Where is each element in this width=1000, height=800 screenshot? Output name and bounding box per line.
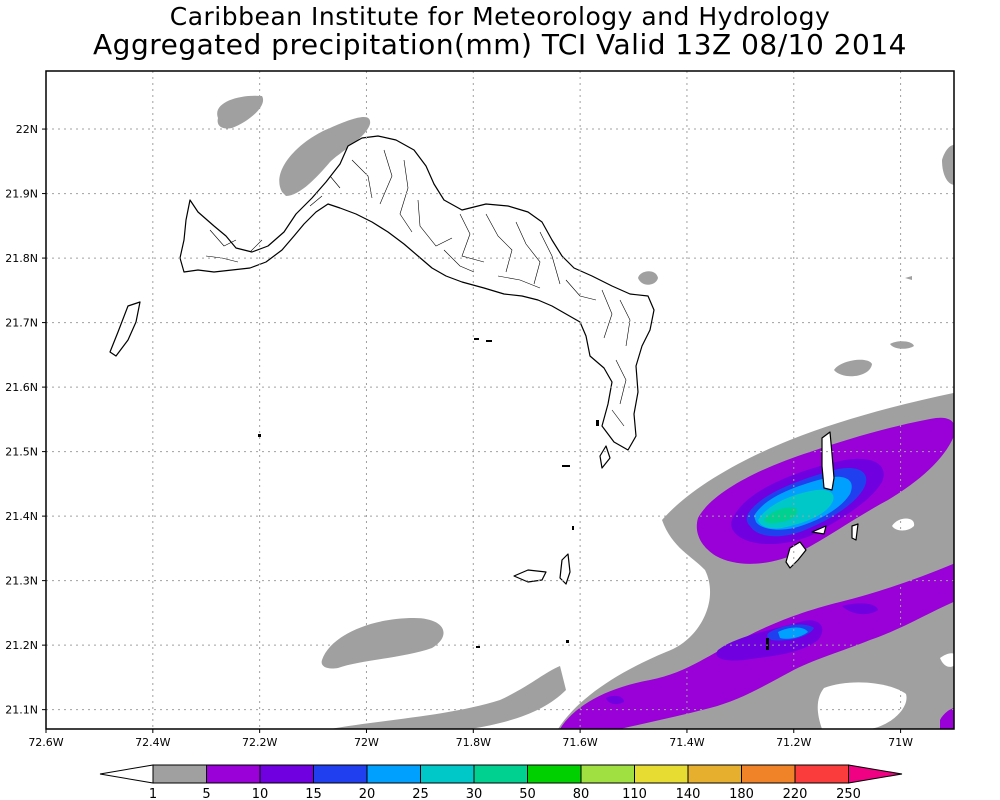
lon-tick-label: 71.8W [456, 736, 491, 749]
colorbar-level-label: 140 [676, 787, 701, 800]
island-caicos-chain [179, 135, 655, 451]
lon-axis: 72.6W 72.4W 72.2W 72W 71.8W 71.6W 71.4W 71.2W 71… [28, 729, 913, 749]
colorbar-swatch [206, 764, 261, 784]
colorbar-swatch [366, 764, 421, 784]
colorbar-swatch [420, 764, 475, 784]
colorbar-level-label: 25 [412, 787, 429, 800]
lon-tick-label: 72.4W [135, 736, 170, 749]
lon-tick-label: 71W [888, 736, 913, 749]
colorbar-level-label: 250 [836, 787, 861, 800]
title-line-2: Aggregated precipitation(mm) TCI Valid 1… [93, 28, 907, 61]
lat-tick-label: 21.7N [5, 317, 38, 330]
map-grid [46, 71, 954, 729]
lat-tick-label: 21.8N [5, 252, 38, 265]
colorbar-under-arrow [99, 764, 154, 784]
colorbar-level-label: 50 [519, 787, 536, 800]
colorbar-swatch [741, 764, 796, 784]
lon-tick-label: 71.2W [776, 736, 811, 749]
lon-tick-label: 71.4W [669, 736, 704, 749]
colorbar-level-label: 15 [305, 787, 322, 800]
island-cay-east [811, 525, 827, 535]
colorbar-level-label: 220 [783, 787, 808, 800]
lat-tick-label: 21.5N [5, 446, 38, 459]
precipitation-shading [217, 95, 954, 729]
district-lines [205, 149, 631, 427]
land-outlines [109, 135, 859, 585]
small-cays [258, 338, 769, 650]
lon-tick-label: 71.6W [562, 736, 597, 749]
colorbar-swatch [313, 764, 368, 784]
island-cay-south-1 [513, 569, 547, 583]
colorbar-level-label: 5 [202, 787, 210, 800]
colorbar-over-arrow [848, 764, 903, 784]
lat-tick-label: 22N [16, 123, 38, 136]
lat-tick-label: 21.1N [5, 704, 38, 717]
title-line-1: Caribbean Institute for Meteorology and … [169, 2, 831, 31]
island-cay-east-2 [851, 523, 859, 541]
lon-tick-label: 72.6W [28, 736, 63, 749]
precip-30-50mm [764, 507, 798, 524]
colorbar-swatch [580, 764, 635, 784]
colorbar-level-label: 180 [729, 787, 754, 800]
lat-tick-label: 21.6N [5, 381, 38, 394]
lat-tick-label: 21.9N [5, 188, 38, 201]
island-salt-cay [785, 541, 807, 569]
island-grand-turk [821, 431, 835, 491]
lon-tick-label: 72.2W [242, 736, 277, 749]
colorbar-level-label: 110 [622, 787, 647, 800]
lat-tick-label: 21.4N [5, 510, 38, 523]
colorbar-swatch [527, 764, 582, 784]
colorbar-swatch [794, 764, 849, 784]
island-cay-mid [599, 445, 611, 469]
precip-below-1mm [817, 518, 954, 729]
colorbar-swatch [473, 764, 528, 784]
island-west-caicos [109, 301, 141, 357]
colorbar: 1 5 10 15 20 25 30 50 80 110 140 180 220 250 [99, 764, 903, 800]
colorbar-swatch [634, 764, 689, 784]
colorbar-swatch [259, 764, 314, 784]
colorbar-swatch [152, 764, 207, 784]
lat-axis: 21.1N 21.2N 21.3N 21.4N 21.5N 21.6N 21.7N 21.8N… [5, 123, 46, 717]
colorbar-level-label: 1 [149, 787, 157, 800]
colorbar-swatch [687, 764, 742, 784]
colorbar-level-label: 30 [466, 787, 483, 800]
colorbar-level-label: 80 [573, 787, 590, 800]
lon-tick-label: 72W [354, 736, 379, 749]
colorbar-level-label: 10 [252, 787, 269, 800]
island-cay-south-2 [559, 553, 571, 585]
plot-frame [45, 70, 955, 730]
lat-tick-label: 21.2N [5, 639, 38, 652]
lat-tick-label: 21.3N [5, 575, 38, 588]
colorbar-level-label: 20 [359, 787, 376, 800]
